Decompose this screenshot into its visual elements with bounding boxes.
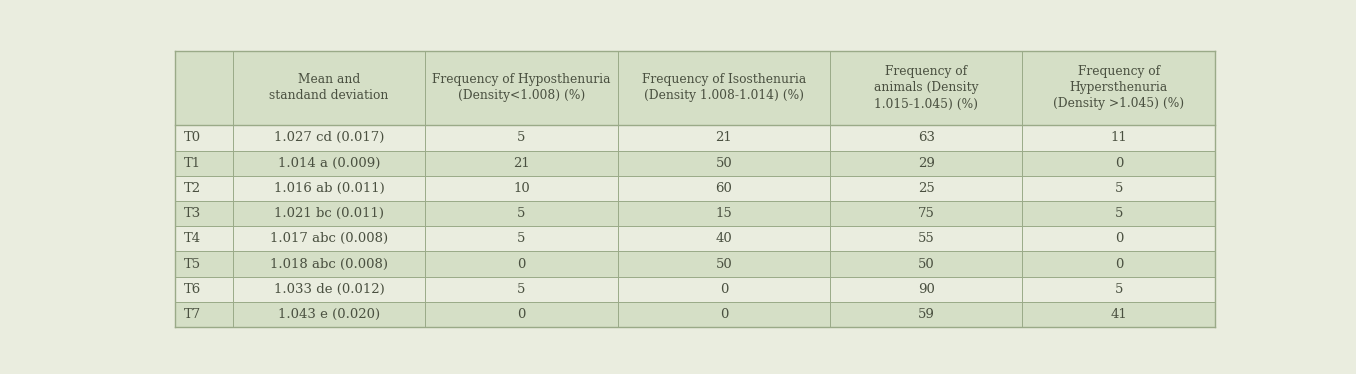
Text: 0: 0 xyxy=(518,258,526,270)
Bar xyxy=(175,125,1215,150)
Text: Frequency of
animals (Density
1.015-1.045) (%): Frequency of animals (Density 1.015-1.04… xyxy=(873,65,979,110)
Text: T3: T3 xyxy=(183,207,201,220)
Text: 1.017 abc (0.008): 1.017 abc (0.008) xyxy=(270,232,388,245)
Text: 1.014 a (0.009): 1.014 a (0.009) xyxy=(278,157,380,170)
Text: 40: 40 xyxy=(716,232,732,245)
Bar xyxy=(175,176,1215,201)
Bar xyxy=(175,201,1215,226)
Text: 15: 15 xyxy=(716,207,732,220)
Text: 21: 21 xyxy=(716,131,732,144)
Text: 50: 50 xyxy=(918,258,934,270)
Text: 1.043 e (0.020): 1.043 e (0.020) xyxy=(278,308,380,321)
Text: 59: 59 xyxy=(918,308,934,321)
Text: 0: 0 xyxy=(720,308,728,321)
Text: 5: 5 xyxy=(1115,283,1123,296)
Text: T4: T4 xyxy=(183,232,201,245)
Text: 50: 50 xyxy=(716,258,732,270)
Text: 5: 5 xyxy=(518,207,526,220)
Text: 63: 63 xyxy=(918,131,934,144)
Text: 5: 5 xyxy=(518,232,526,245)
Text: Mean and
standand deviation: Mean and standand deviation xyxy=(270,73,389,102)
Text: 41: 41 xyxy=(1111,308,1127,321)
Bar xyxy=(175,277,1215,302)
Text: 10: 10 xyxy=(513,182,530,195)
Text: T5: T5 xyxy=(183,258,201,270)
Bar xyxy=(175,50,1215,125)
Text: T6: T6 xyxy=(183,283,201,296)
Text: 1.033 de (0.012): 1.033 de (0.012) xyxy=(274,283,384,296)
Text: T0: T0 xyxy=(183,131,201,144)
Text: 5: 5 xyxy=(518,131,526,144)
Text: 25: 25 xyxy=(918,182,934,195)
Text: 5: 5 xyxy=(1115,182,1123,195)
Text: 1.018 abc (0.008): 1.018 abc (0.008) xyxy=(270,258,388,270)
Text: 21: 21 xyxy=(513,157,530,170)
Text: 5: 5 xyxy=(1115,207,1123,220)
Bar xyxy=(175,150,1215,176)
Text: 60: 60 xyxy=(716,182,732,195)
Text: 29: 29 xyxy=(918,157,934,170)
Text: 0: 0 xyxy=(1115,157,1123,170)
Text: 55: 55 xyxy=(918,232,934,245)
Text: Frequency of Hyposthenuria
(Density<1.008) (%): Frequency of Hyposthenuria (Density<1.00… xyxy=(433,73,610,102)
Text: 50: 50 xyxy=(716,157,732,170)
Text: T2: T2 xyxy=(183,182,201,195)
Text: 1.016 ab (0.011): 1.016 ab (0.011) xyxy=(274,182,384,195)
Text: 11: 11 xyxy=(1111,131,1127,144)
Text: 1.021 bc (0.011): 1.021 bc (0.011) xyxy=(274,207,384,220)
Bar xyxy=(175,226,1215,251)
Text: 0: 0 xyxy=(1115,232,1123,245)
Text: 90: 90 xyxy=(918,283,934,296)
Text: 0: 0 xyxy=(518,308,526,321)
Bar xyxy=(175,302,1215,327)
Text: T1: T1 xyxy=(183,157,201,170)
Text: 0: 0 xyxy=(720,283,728,296)
Text: 1.027 cd (0.017): 1.027 cd (0.017) xyxy=(274,131,384,144)
Text: Frequency of Isosthenuria
(Density 1.008-1.014) (%): Frequency of Isosthenuria (Density 1.008… xyxy=(641,73,805,102)
Text: 0: 0 xyxy=(1115,258,1123,270)
Text: Frequency of
Hypersthenuria
(Density >1.045) (%): Frequency of Hypersthenuria (Density >1.… xyxy=(1054,65,1184,110)
Text: 5: 5 xyxy=(518,283,526,296)
Text: T7: T7 xyxy=(183,308,201,321)
Bar xyxy=(175,251,1215,277)
Text: 75: 75 xyxy=(918,207,934,220)
